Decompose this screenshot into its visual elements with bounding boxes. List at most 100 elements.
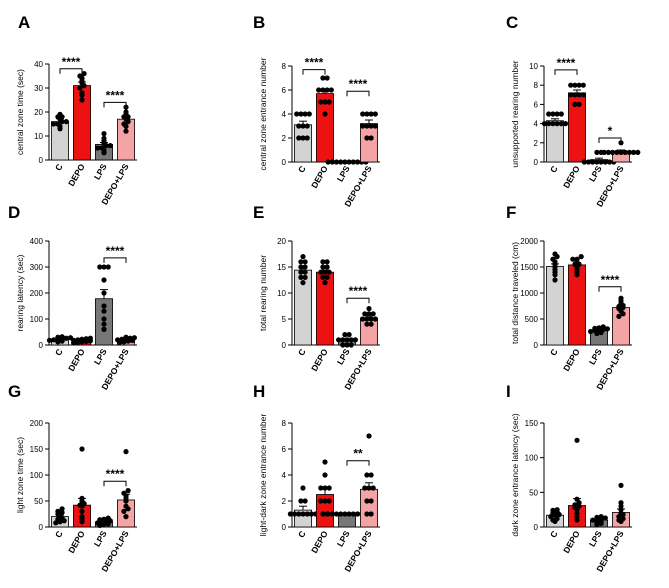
data-point [320, 75, 326, 81]
data-point [342, 332, 348, 338]
y-tick-label: 10 [529, 62, 538, 71]
data-point [125, 338, 131, 344]
data-point [121, 508, 127, 514]
data-point [372, 111, 378, 117]
data-point [59, 119, 65, 125]
data-point [550, 111, 556, 117]
data-point [322, 99, 328, 105]
data-point [360, 123, 366, 129]
data-point [368, 498, 374, 504]
bar-depo-lps [360, 317, 378, 346]
data-point [46, 337, 53, 343]
y-tick-label: 6 [282, 445, 287, 454]
data-point [580, 82, 586, 88]
data-point [338, 511, 344, 517]
data-point [618, 149, 624, 155]
data-point [354, 159, 361, 165]
significance-label: ** [353, 447, 363, 461]
data-point [360, 111, 366, 117]
data-point [598, 329, 604, 336]
data-point [610, 149, 616, 155]
data-point [352, 337, 358, 343]
data-point [63, 335, 69, 341]
data-point [298, 259, 304, 265]
y-tick-label: 2 [282, 497, 287, 506]
data-point [298, 111, 304, 117]
data-point [101, 150, 107, 156]
data-point [302, 264, 308, 270]
bar-c [294, 124, 312, 163]
data-point [121, 339, 127, 345]
y-axis-label: dark zone entrance latency (sec) [510, 413, 520, 536]
data-point [81, 83, 87, 89]
y-tick-label: 500 [525, 315, 539, 324]
significance-bracket [59, 68, 83, 74]
panel-label: A [18, 13, 30, 32]
data-point [101, 264, 107, 270]
y-tick-label: 300 [30, 263, 44, 272]
y-tick-label: 0 [39, 156, 44, 165]
data-point [366, 311, 372, 317]
data-point [594, 149, 600, 155]
data-point [105, 264, 111, 270]
significance-bracket [103, 257, 127, 263]
data-point [298, 264, 304, 270]
y-tick-label: 8 [282, 62, 287, 71]
x-tick-label: C [548, 164, 560, 174]
significance-bracket [598, 137, 622, 143]
data-point [594, 522, 600, 528]
data-point [316, 87, 322, 93]
data-point [635, 149, 641, 155]
data-point [103, 143, 109, 149]
y-tick-label: 10 [277, 289, 286, 298]
data-point [344, 337, 350, 343]
data-point [348, 337, 354, 343]
y-tick-label: 50 [34, 497, 43, 506]
y-tick-label: 1500 [520, 263, 538, 272]
y-tick-label: 15 [277, 263, 286, 272]
data-point [598, 520, 604, 527]
panel-label: I [506, 382, 511, 401]
panel-label: C [506, 13, 518, 32]
data-point [51, 337, 57, 343]
y-axis-label: central zone time (sec) [15, 69, 25, 155]
data-point [558, 121, 564, 127]
data-point [602, 515, 608, 521]
data-point [83, 338, 89, 344]
data-point [322, 111, 328, 117]
data-point [336, 337, 342, 343]
y-tick-label: 200 [30, 419, 44, 428]
y-tick-label: 0 [39, 523, 44, 532]
data-point [322, 459, 328, 465]
x-tick-label: C [53, 347, 65, 357]
data-point [302, 498, 308, 504]
data-point [320, 259, 326, 265]
data-point [364, 321, 370, 327]
data-point [326, 498, 332, 504]
data-point [602, 159, 608, 165]
data-point [63, 119, 69, 125]
data-point [306, 111, 312, 117]
x-tick-label: C [296, 529, 308, 539]
x-tick-label: LPS [335, 529, 352, 549]
data-point [320, 511, 326, 517]
data-point [350, 159, 356, 165]
significance-label: **** [106, 88, 125, 102]
data-point [320, 274, 326, 280]
data-point [346, 511, 352, 517]
significance-bracket [302, 69, 326, 75]
y-tick-label: 5 [282, 315, 287, 324]
data-point [300, 123, 306, 129]
y-tick-label: 30 [34, 84, 43, 93]
y-tick-label: 150 [30, 445, 44, 454]
data-point [296, 123, 302, 129]
data-point [354, 511, 361, 517]
x-tick-label: LPS [335, 164, 352, 184]
data-point [101, 308, 107, 314]
y-tick-label: 100 [525, 454, 539, 463]
data-point [97, 264, 103, 270]
